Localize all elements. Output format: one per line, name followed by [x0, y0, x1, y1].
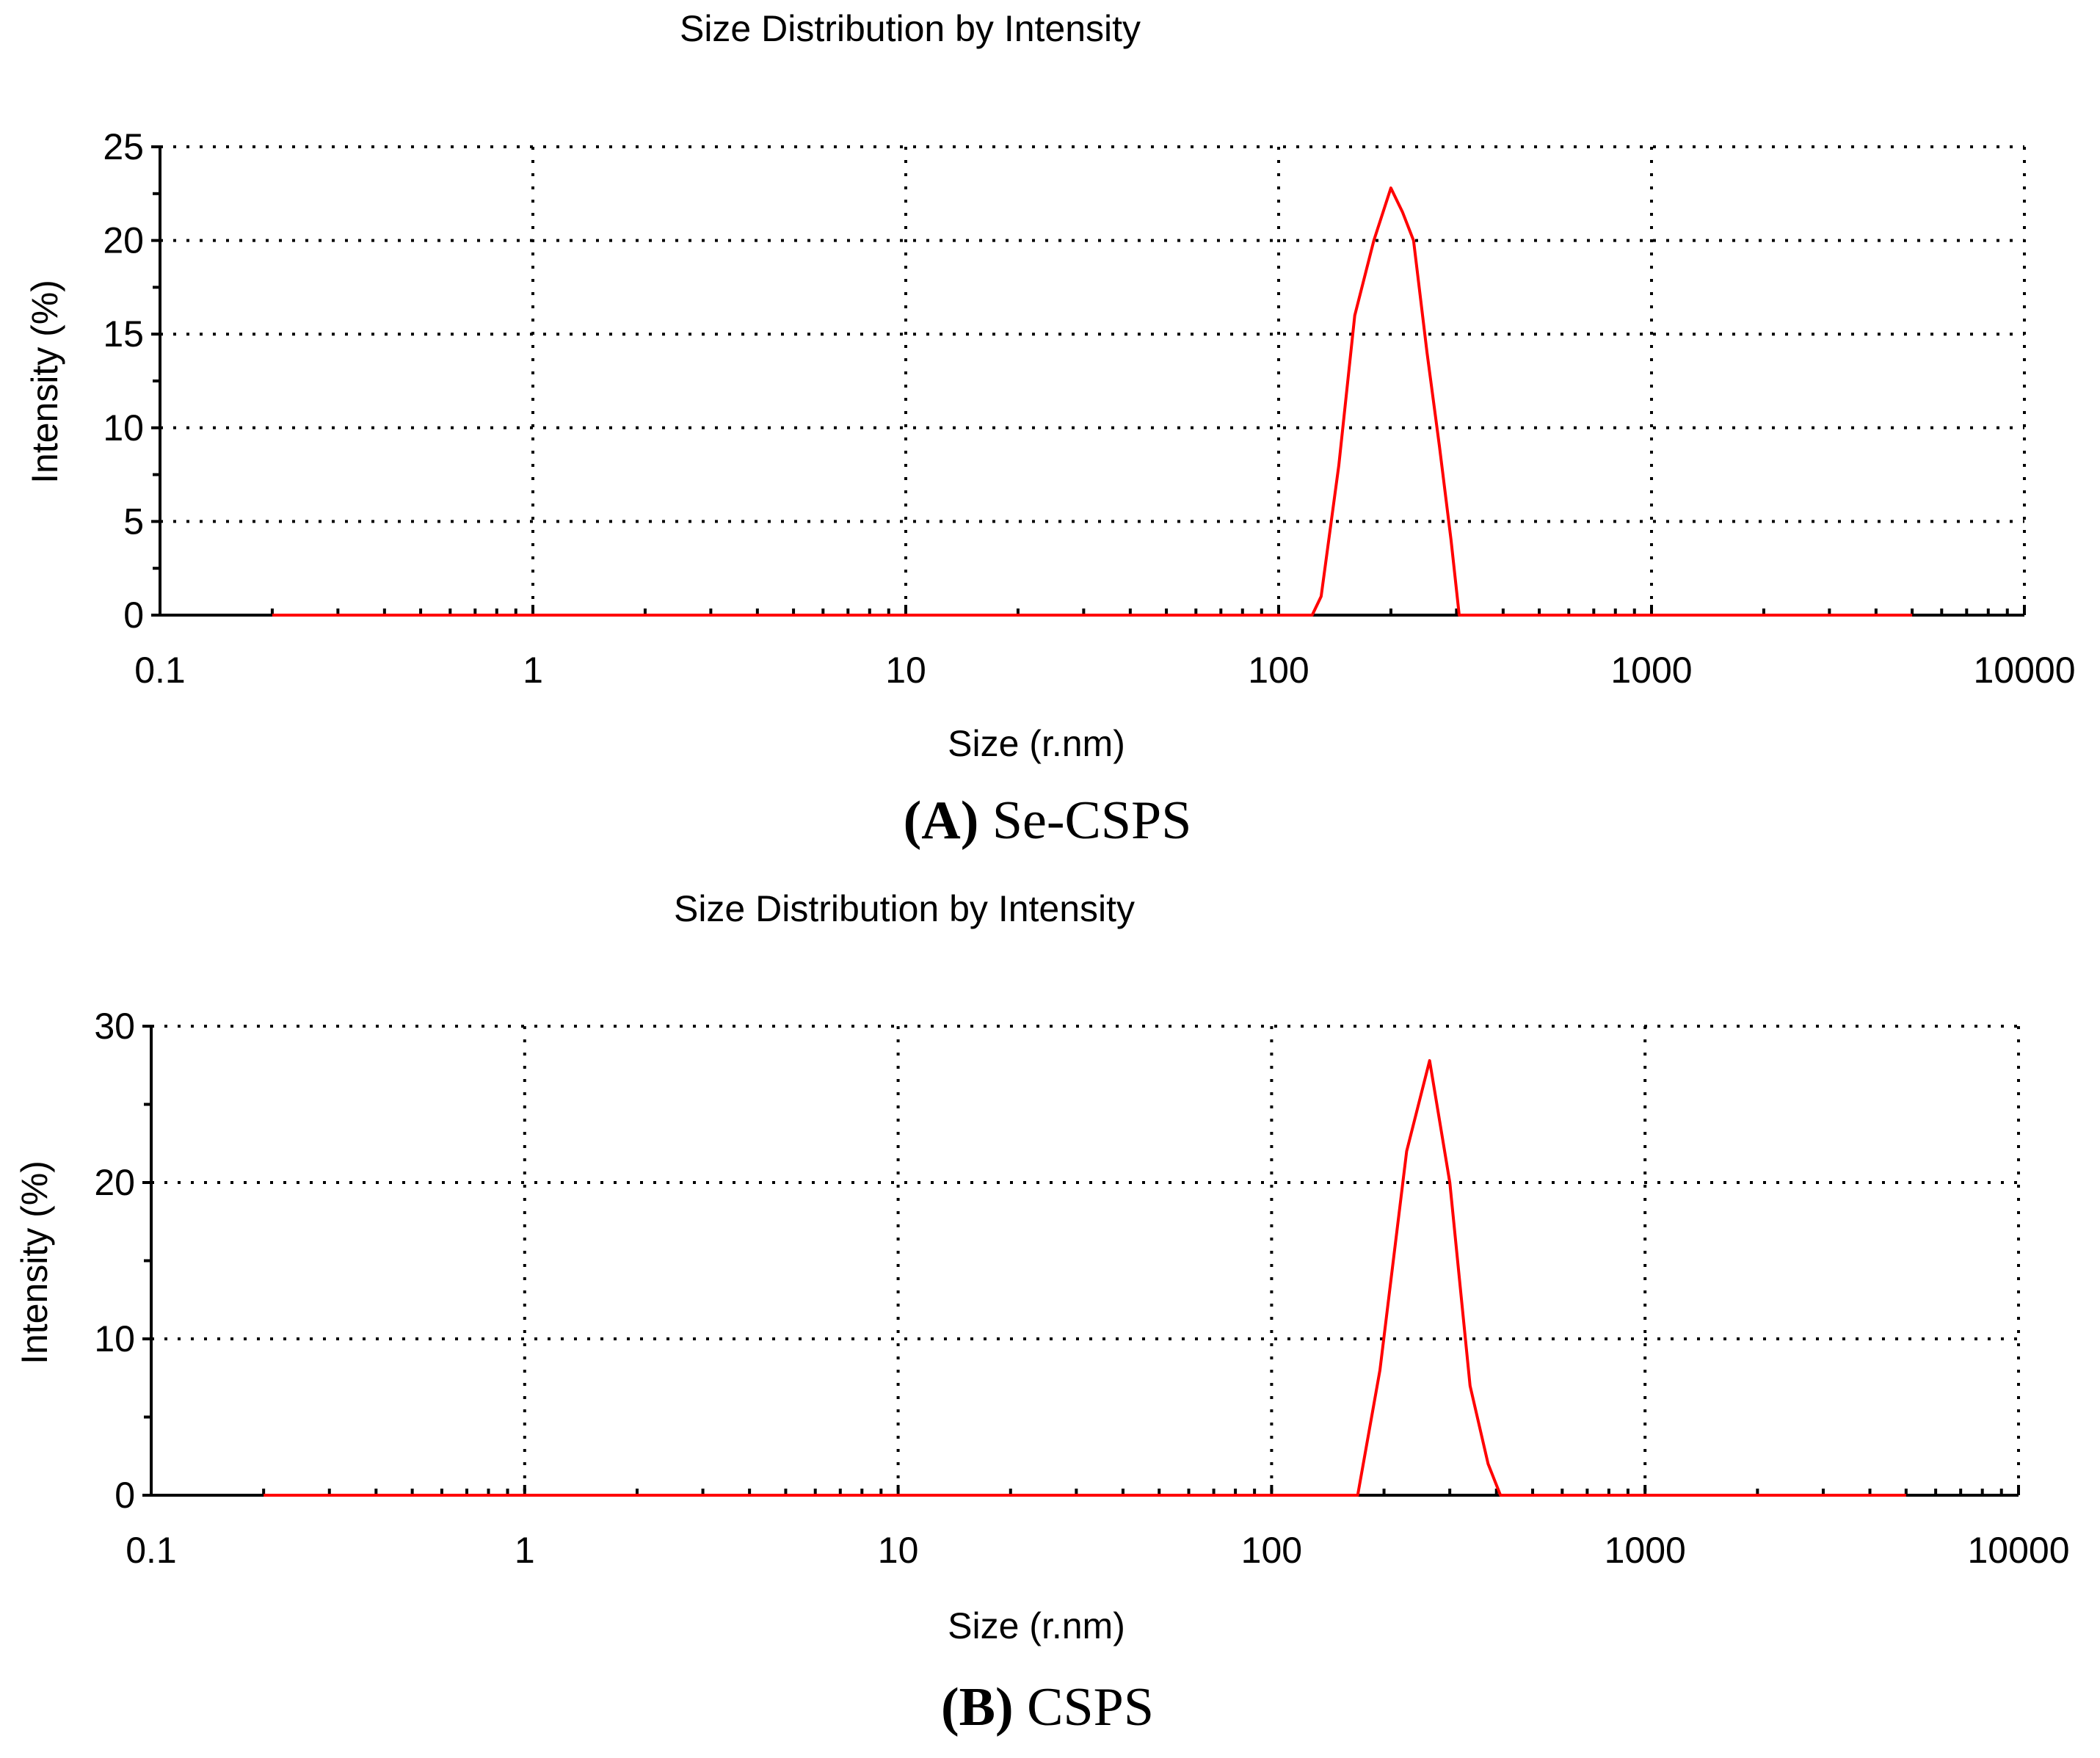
- x-axis-label: Size (r.nm): [948, 1605, 1125, 1646]
- series-layer: [272, 186, 1913, 617]
- x-tick-label: 10: [878, 1530, 919, 1571]
- caption-space: [1014, 1677, 1028, 1737]
- series-line: [264, 1058, 1906, 1497]
- caption-letter: B: [959, 1677, 995, 1737]
- axes: [142, 1025, 2020, 1497]
- x-axis-label: Size (r.nm): [948, 723, 1125, 764]
- y-tick-label: 5: [123, 501, 144, 542]
- panel-caption: (A) Se-CSPS: [904, 791, 1192, 851]
- tick-labels: 0 10 20 30 0.1 1 10 100 1000 10000: [94, 1006, 2069, 1571]
- caption-open-paren: (: [904, 791, 922, 851]
- chart-panel-b: Size Distribution by Intensity Size (r.n…: [14, 888, 2070, 1737]
- y-tick-label: 25: [103, 126, 144, 167]
- x-tick-label: 100: [1248, 650, 1309, 691]
- x-tick-label: 1000: [1605, 1530, 1686, 1571]
- chart-title: Size Distribution by Intensity: [680, 8, 1141, 49]
- chart-panel-a: Size Distribution by Intensity Size (r.n…: [24, 8, 2076, 851]
- y-tick-label: 10: [103, 407, 144, 448]
- axes: [151, 145, 2026, 617]
- x-tick-label: 1: [515, 1530, 535, 1571]
- series-layer: [264, 1058, 1906, 1497]
- caption-letter: A: [921, 791, 960, 851]
- x-tick-label: 10000: [1973, 650, 2075, 691]
- gridlines: [160, 145, 2026, 615]
- caption-close-paren: ): [961, 791, 979, 851]
- x-tick-label: 100: [1241, 1530, 1302, 1571]
- x-tick-label: 1000: [1610, 650, 1692, 691]
- caption-text: Se-CSPS: [992, 791, 1191, 851]
- panel-caption: (B) CSPS: [941, 1677, 1154, 1737]
- series-line: [272, 186, 1913, 617]
- chart-title: Size Distribution by Intensity: [674, 888, 1135, 929]
- x-tick-label: 10: [885, 650, 926, 691]
- caption-space: [978, 791, 992, 851]
- y-tick-label: 10: [94, 1318, 135, 1359]
- x-tick-label: 0.1: [126, 1530, 177, 1571]
- y-axis-label: Intensity (%): [24, 280, 65, 484]
- gridlines: [151, 1025, 2020, 1495]
- caption-open-paren: (: [941, 1677, 959, 1737]
- y-tick-label: 15: [103, 313, 144, 355]
- tick-labels: 0 5 10 15 20 25 0.1 1 10 100 1000 10000: [103, 126, 2075, 691]
- y-tick-label: 30: [94, 1006, 135, 1047]
- y-tick-label: 0: [123, 595, 144, 636]
- y-tick-label: 20: [103, 220, 144, 261]
- y-axis-label: Intensity (%): [14, 1161, 55, 1365]
- x-tick-label: 1: [523, 650, 543, 691]
- y-tick-label: 20: [94, 1162, 135, 1203]
- caption-close-paren: ): [995, 1677, 1014, 1737]
- caption-text: CSPS: [1027, 1677, 1154, 1737]
- x-tick-label: 0.1: [134, 650, 186, 691]
- y-tick-label: 0: [115, 1475, 135, 1516]
- x-tick-label: 10000: [1967, 1530, 2069, 1571]
